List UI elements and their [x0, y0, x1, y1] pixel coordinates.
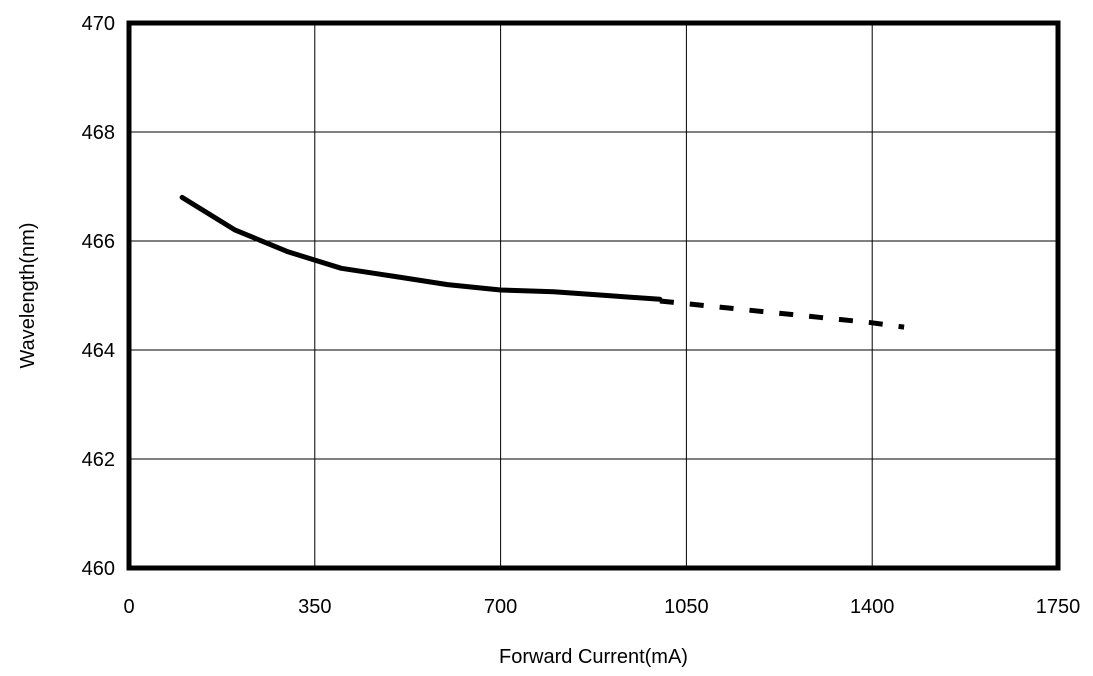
dashed-series-line — [660, 301, 904, 327]
y-tick-label: 460 — [82, 558, 115, 580]
y-tick-label: 466 — [82, 231, 115, 253]
tick-labels: 0 350 700 1050 1400 1750 460 462 464 466 468 470 — [82, 13, 1081, 618]
y-tick-label: 470 — [82, 13, 115, 35]
x-tick-label: 1750 — [1036, 596, 1081, 618]
x-tick-label: 1050 — [664, 596, 709, 618]
y-axis-label: Wavelength(nm) — [17, 223, 39, 369]
y-tick-label: 462 — [82, 449, 115, 471]
y-tick-label: 464 — [82, 340, 115, 362]
x-tick-label: 350 — [298, 596, 331, 618]
x-tick-label: 0 — [123, 596, 134, 618]
y-tick-label: 468 — [82, 122, 115, 144]
solid-series-line — [182, 197, 660, 299]
x-tick-label: 1400 — [850, 596, 895, 618]
plot-series — [182, 197, 904, 327]
x-tick-label: 700 — [484, 596, 517, 618]
x-axis-label: Forward Current(mA) — [499, 646, 688, 668]
